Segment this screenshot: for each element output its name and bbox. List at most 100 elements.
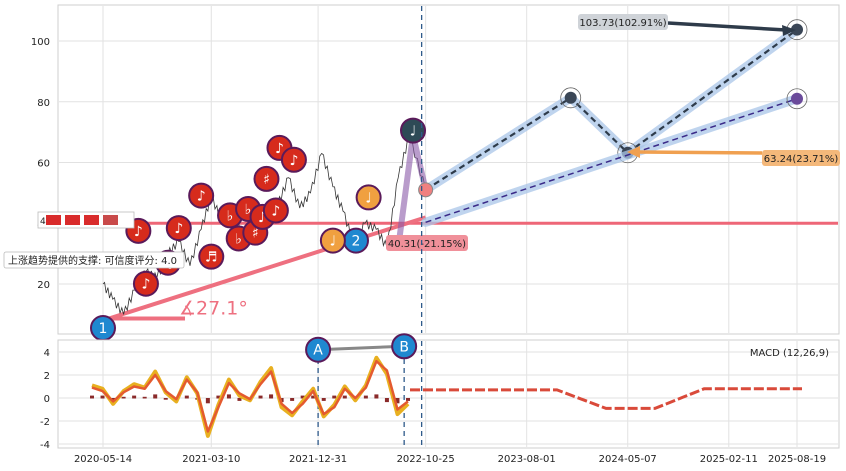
pattern-marker bbox=[400, 117, 427, 144]
pattern-marker-symbol: ♪ bbox=[197, 189, 206, 205]
pattern-marker-symbol: ♪ bbox=[174, 221, 183, 237]
macd-histogram-bar bbox=[216, 395, 221, 399]
price-label-arrowhead bbox=[627, 146, 640, 158]
flag-icon bbox=[65, 215, 80, 225]
flag-icon bbox=[103, 215, 118, 225]
pattern-marker-symbol: ♭ bbox=[227, 208, 234, 224]
macd-grid bbox=[59, 341, 838, 447]
forecast-node bbox=[791, 92, 803, 105]
pattern-marker bbox=[188, 182, 215, 209]
macd-y-tick-label: -4 bbox=[40, 440, 50, 451]
price-label-arrow bbox=[667, 21, 787, 32]
support-label-box bbox=[3, 251, 185, 269]
pattern-marker-symbol: ♪ bbox=[258, 210, 267, 226]
pattern-marker-symbol: ♯ bbox=[252, 226, 259, 242]
x-tick-label: 2020-05-14 bbox=[74, 454, 132, 465]
macd-histogram-bar bbox=[269, 394, 274, 399]
macd-histogram-bar bbox=[311, 395, 316, 399]
pattern-marker-symbol: ♩ bbox=[410, 124, 417, 140]
pattern-marker bbox=[253, 165, 280, 192]
macd-histogram-bar bbox=[406, 398, 410, 401]
x-tick-label: 2025-02-11 bbox=[700, 454, 758, 465]
macd-histogram-bar bbox=[142, 396, 147, 399]
price-label-box bbox=[578, 14, 668, 30]
forecast-origin-node bbox=[418, 182, 434, 198]
macd-histogram-bar bbox=[90, 395, 94, 399]
forecast-node bbox=[564, 91, 577, 104]
uptrend-line bbox=[102, 215, 427, 323]
pattern-marker-symbol: ♯ bbox=[263, 172, 270, 188]
price-y-tick-label: 80 bbox=[37, 98, 50, 109]
support-label: 上涨趋势提供的支撑: 可信度评分: 4.0 bbox=[8, 254, 177, 267]
macd-histogram-bar bbox=[384, 398, 389, 403]
divergence-connector bbox=[318, 344, 405, 352]
x-tick-label: 2024-05-07 bbox=[599, 454, 657, 465]
price-label-text: 40.31(-21.15%) bbox=[388, 239, 466, 250]
price-label-arrow bbox=[637, 150, 763, 155]
pattern-marker-symbol: ♩ bbox=[330, 234, 337, 250]
macd-y-tick-label: 0 bbox=[44, 394, 50, 405]
flag-icon bbox=[46, 215, 61, 225]
macd-histogram-bar bbox=[290, 398, 295, 401]
forecast-node bbox=[791, 23, 803, 36]
price-panel-frame bbox=[57, 4, 840, 335]
macd-forecast-line bbox=[410, 387, 802, 410]
macd-histogram-bar bbox=[184, 395, 189, 399]
forecast-path bbox=[425, 28, 798, 191]
macd-y-tick-labels: 4 2 0 -2 -4 bbox=[40, 348, 50, 451]
price-plot-area: ∡27.1° 103.73(102.91%) 63.24(23.71%) 40.31(… bbox=[3, 6, 840, 342]
divergence-marker bbox=[391, 333, 418, 360]
pattern-marker bbox=[132, 270, 159, 297]
macd-y-tick-label: 4 bbox=[44, 348, 50, 359]
macd-histogram-bar bbox=[258, 395, 263, 399]
divergence-marker-label: A bbox=[313, 343, 323, 359]
macd-histogram-bar bbox=[121, 396, 126, 399]
flag-icon bbox=[84, 215, 99, 225]
price-label-box bbox=[762, 150, 840, 166]
price-y-tick-label: 60 bbox=[37, 159, 50, 170]
price-y-tick-label: 100 bbox=[31, 37, 50, 48]
pattern-marker-symbol: ♬ bbox=[205, 250, 218, 266]
macd-histogram-bar bbox=[363, 395, 368, 399]
pattern-marker-symbol: ♪ bbox=[289, 153, 298, 169]
divergence-marker-label: B bbox=[399, 339, 409, 355]
price-label-text: 63.24(23.71%) bbox=[764, 154, 839, 165]
macd-y-tick-label: 2 bbox=[44, 371, 50, 382]
macd-legend: MACD (12,26,9) bbox=[750, 348, 829, 359]
pattern-marker-symbol: ♪ bbox=[271, 203, 280, 219]
pattern-marker-symbol: ♩ bbox=[365, 190, 372, 206]
macd-histogram-bar bbox=[300, 395, 305, 399]
price-label-box bbox=[386, 235, 468, 251]
macd-histogram-bar bbox=[237, 398, 242, 401]
macd-histogram-bar bbox=[205, 398, 210, 404]
macd-histogram-bar bbox=[321, 398, 326, 401]
pattern-marker bbox=[262, 197, 289, 224]
x-tick-label: 2021-12-31 bbox=[289, 454, 347, 465]
pattern-marker bbox=[165, 215, 192, 242]
pattern-marker-symbol: 1 bbox=[99, 321, 108, 337]
pattern-marker-symbol: ♪ bbox=[141, 277, 150, 293]
forecast-node-ring bbox=[560, 87, 582, 109]
macd-histogram-bar bbox=[342, 395, 347, 399]
price-y-tick-label: 20 bbox=[37, 280, 50, 291]
macd-histogram-bar bbox=[132, 395, 137, 399]
forecast-node-ring bbox=[786, 88, 808, 110]
x-tick-label: 2023-08-01 bbox=[498, 454, 556, 465]
x-tick-labels: 2020-05-14 2021-03-10 2021-12-31 2022-10-25… bbox=[74, 454, 826, 465]
macd-histogram-bar bbox=[100, 395, 105, 399]
x-tick-label: 2025-08-19 bbox=[768, 454, 826, 465]
macd-histogram-bar bbox=[332, 395, 337, 399]
pattern-marker-symbol: ♭ bbox=[235, 231, 242, 247]
macd-histogram-bar bbox=[374, 394, 379, 399]
macd-histogram-bar bbox=[111, 398, 116, 401]
pattern-marker-symbol: ♪ bbox=[134, 224, 143, 240]
pattern-marker bbox=[319, 227, 346, 254]
forecast-path bbox=[425, 97, 798, 224]
pattern-marker bbox=[280, 146, 307, 173]
macd-panel-frame bbox=[57, 339, 840, 449]
macd-histogram-bar bbox=[395, 398, 400, 404]
angle-label: ∡27.1° bbox=[179, 297, 248, 319]
x-tick-label: 2022-10-25 bbox=[397, 454, 455, 465]
